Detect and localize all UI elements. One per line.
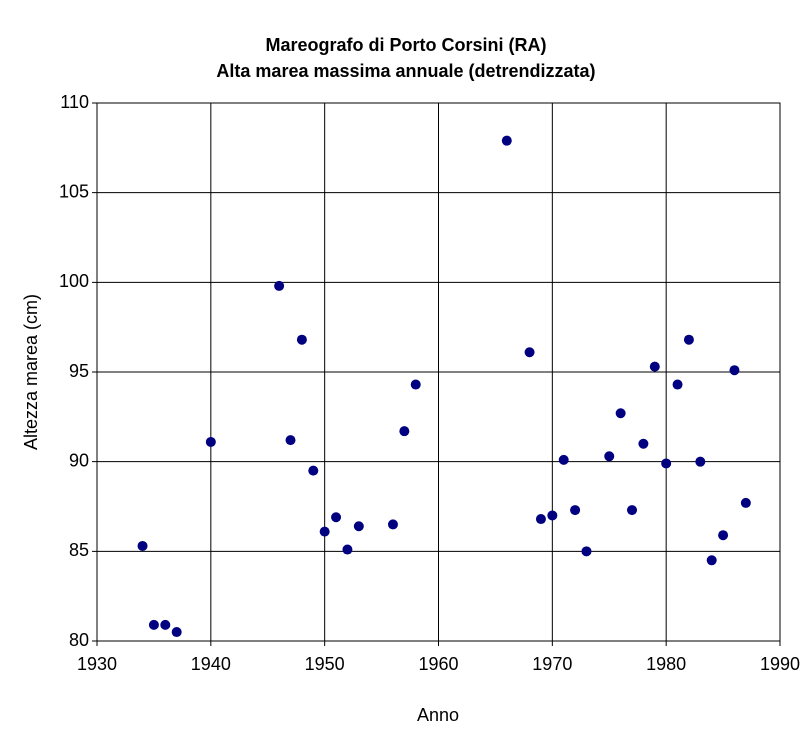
point [319,526,330,537]
point [695,456,706,467]
point [410,379,421,390]
point [342,544,353,555]
point [615,408,626,419]
x-tick-label: 1950 [305,654,345,674]
chart-subtitle: Alta marea massima annuale (detrendizzat… [216,61,595,81]
x-axis-label: Anno [417,705,459,725]
y-tick-label: 95 [69,361,89,381]
point [331,512,342,523]
y-tick-label: 85 [69,540,89,560]
point [547,510,558,521]
point [296,334,307,345]
y-tick-label: 110 [60,92,89,112]
x-tick-label: 1970 [532,654,572,674]
point [570,505,581,516]
point [729,365,740,376]
point [558,454,569,465]
point [649,361,660,372]
y-tick-label: 105 [59,181,89,201]
point [137,540,148,551]
y-tick-label: 100 [59,271,89,291]
point [604,451,615,462]
point [501,135,512,146]
point [285,435,296,446]
point [160,619,171,630]
point [387,519,398,530]
point [627,505,638,516]
point [535,514,546,525]
point [274,280,285,291]
x-tick-label: 1980 [646,654,686,674]
point [205,436,216,447]
y-tick-label: 90 [69,450,89,470]
point [672,379,683,390]
point [399,426,410,437]
point [638,438,649,449]
chart-title: Mareografo di Porto Corsini (RA) [265,35,546,55]
point [171,627,182,638]
point [581,546,592,557]
x-tick-label: 1990 [760,654,800,674]
x-tick-label: 1930 [77,654,117,674]
y-axis-label: Altezza marea (cm) [21,294,41,450]
point [718,530,729,541]
point [740,497,751,508]
plot-frame [96,102,781,642]
x-tick-label: 1960 [418,654,458,674]
point [706,555,717,566]
point [683,334,694,345]
point [308,465,319,476]
x-tick-label: 1940 [191,654,231,674]
point [148,619,159,630]
point [524,347,535,358]
point [353,521,364,532]
point [661,458,672,469]
y-tick-label: 80 [69,630,89,650]
